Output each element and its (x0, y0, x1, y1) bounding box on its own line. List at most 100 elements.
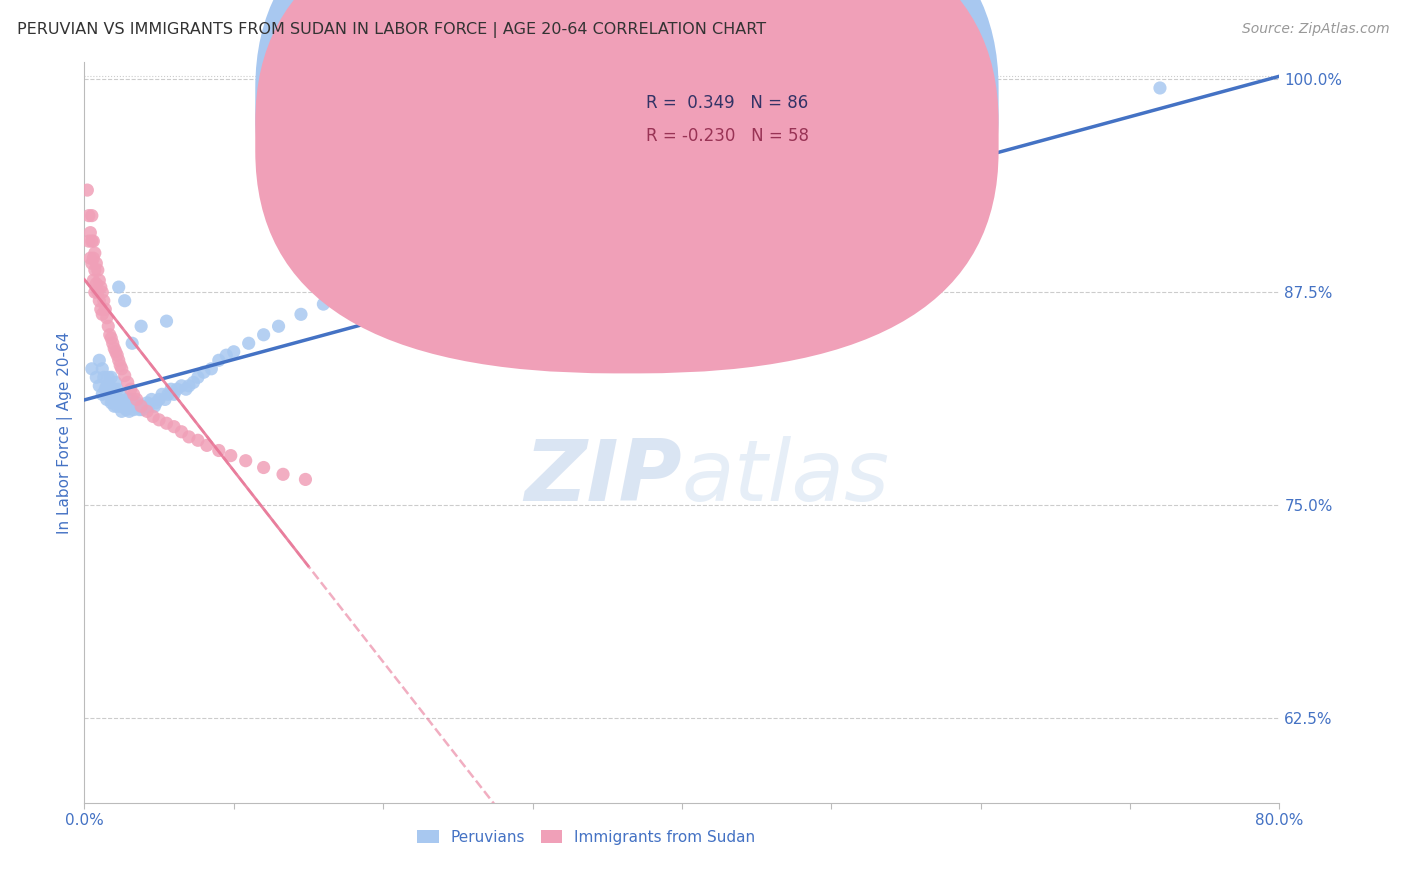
Point (461, 268, 484, 283)
Point (103, 399, 125, 413)
Point (79, 251, 101, 265)
Point (193, 365, 215, 379)
Point (160, 382, 183, 396)
Point (104, 376, 127, 390)
Point (342, 285, 364, 300)
Point (103, 342, 125, 356)
Point (294, 472, 316, 486)
Point (129, 319, 152, 334)
Point (290, 307, 312, 321)
Point (97, 319, 120, 334)
Point (86, 256, 108, 270)
Point (111, 404, 134, 418)
Point (112, 396, 135, 410)
Point (104, 392, 127, 407)
Point (129, 399, 152, 413)
Point (215, 348, 238, 362)
Point (1149, 81, 1171, 95)
Point (80, 256, 103, 270)
Point (97, 387, 120, 401)
Point (177, 430, 200, 444)
Point (129, 399, 152, 413)
Y-axis label: In Labor Force | Age 20-64: In Labor Force | Age 20-64 (58, 332, 73, 533)
Point (170, 425, 193, 439)
FancyBboxPatch shape (605, 81, 862, 159)
Point (87, 285, 110, 300)
Point (100, 331, 122, 345)
Point (86, 370, 108, 384)
Point (82, 273, 104, 287)
FancyBboxPatch shape (256, 0, 998, 340)
Point (596, 256, 619, 270)
Point (187, 370, 209, 384)
Point (177, 379, 200, 393)
Point (253, 460, 276, 475)
Point (110, 399, 132, 413)
Point (132, 399, 156, 413)
Point (671, 251, 693, 265)
Text: Source: ZipAtlas.com: Source: ZipAtlas.com (1241, 22, 1389, 37)
Point (115, 402, 138, 417)
Point (91, 387, 114, 401)
Point (120, 382, 142, 396)
Point (373, 280, 395, 294)
Point (94, 382, 117, 396)
Point (148, 392, 170, 407)
Point (114, 293, 136, 308)
Point (195, 438, 218, 452)
Point (187, 434, 209, 448)
Point (105, 348, 128, 362)
Point (170, 379, 193, 393)
Point (117, 376, 139, 390)
Text: PERUVIAN VS IMMIGRANTS FROM SUDAN IN LABOR FORCE | AGE 20-64 CORRELATION CHART: PERUVIAN VS IMMIGRANTS FROM SUDAN IN LAB… (17, 22, 766, 38)
Point (97, 370, 120, 384)
Point (125, 392, 148, 407)
Point (150, 387, 173, 401)
Point (105, 399, 128, 413)
Point (100, 396, 122, 410)
Point (98, 379, 121, 393)
Point (111, 387, 134, 401)
Point (155, 314, 177, 328)
Point (131, 402, 153, 417)
Point (120, 399, 142, 413)
Point (136, 404, 159, 418)
Point (118, 392, 141, 407)
Point (267, 319, 290, 334)
Point (100, 370, 122, 384)
Point (94, 302, 117, 317)
Point (90, 302, 112, 317)
Point (93, 370, 115, 384)
Point (77, 209, 100, 223)
Point (166, 382, 188, 396)
Point (122, 387, 145, 401)
Point (174, 382, 197, 396)
Point (114, 368, 136, 383)
Point (145, 396, 167, 410)
Point (98, 327, 121, 342)
Point (77, 234, 100, 248)
Text: R =  0.349   N = 86: R = 0.349 N = 86 (647, 95, 808, 112)
Point (107, 392, 129, 407)
Point (101, 382, 124, 396)
Point (125, 396, 148, 410)
Point (89, 293, 111, 308)
Point (82, 234, 104, 248)
Point (115, 392, 138, 407)
Point (80, 234, 103, 248)
Point (163, 419, 186, 434)
Point (183, 376, 205, 390)
Point (91, 361, 114, 376)
Text: ZIP: ZIP (524, 435, 682, 518)
Point (121, 392, 143, 407)
Point (107, 353, 129, 368)
Point (238, 336, 260, 351)
Point (80, 209, 103, 223)
Point (312, 297, 335, 311)
Point (91, 285, 114, 300)
Point (416, 273, 439, 287)
Point (148, 413, 170, 427)
Point (89, 273, 111, 287)
Point (107, 280, 129, 294)
Point (155, 417, 177, 431)
